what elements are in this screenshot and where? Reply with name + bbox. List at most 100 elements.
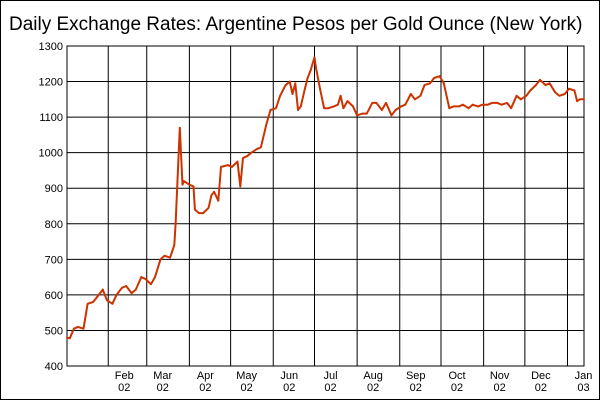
x-tick-month-label: Apr [197, 370, 214, 382]
x-tick-year-label: 02 [535, 382, 547, 394]
data-point [182, 180, 185, 183]
data-point [567, 87, 570, 90]
y-tick-label: 1000 [39, 148, 63, 160]
data-point [548, 82, 551, 85]
data-point [149, 283, 152, 286]
y-tick-label: 800 [45, 219, 63, 231]
data-point [284, 84, 287, 87]
y-tick-label: 900 [45, 183, 63, 195]
data-point [529, 89, 532, 92]
data-point [313, 56, 316, 59]
data-point [448, 107, 451, 110]
data-point [409, 93, 412, 95]
data-point [101, 288, 104, 291]
x-tick-month-label: Nov [490, 370, 510, 382]
data-point [525, 94, 528, 97]
data-point [115, 293, 118, 296]
x-tick-month-label: May [236, 370, 257, 382]
plot-frame [66, 45, 585, 367]
data-point [352, 105, 354, 108]
x-tick-year-label: 03 [577, 382, 589, 394]
data-point [423, 84, 426, 87]
data-point [294, 82, 297, 85]
data-point [246, 155, 249, 158]
data-point [477, 105, 480, 108]
data-point [413, 98, 416, 101]
data-point [429, 82, 431, 85]
x-tick-year-label: 02 [241, 382, 253, 394]
data-point [173, 244, 176, 247]
data-point [578, 98, 581, 101]
data-point [496, 101, 499, 104]
data-point [319, 87, 321, 90]
data-point [303, 87, 306, 90]
data-point [404, 103, 407, 106]
x-tick-year-label: 02 [410, 382, 422, 394]
x-tick-month-label: Mar [153, 370, 172, 382]
data-point [96, 295, 99, 298]
data-point [169, 256, 172, 259]
x-tick-month-label: Feb [115, 370, 134, 382]
data-point [490, 101, 493, 104]
data-point [327, 107, 330, 110]
x-tick-year-label: 02 [451, 382, 463, 394]
data-point [419, 94, 422, 97]
data-point [323, 107, 326, 110]
data-point [510, 107, 513, 110]
data-point [558, 94, 561, 97]
data-point [342, 107, 345, 110]
data-point [178, 126, 181, 129]
data-point [163, 254, 166, 257]
data-point [198, 212, 200, 215]
data-point [433, 77, 436, 79]
data-point [269, 109, 272, 111]
y-tick-label: 400 [45, 361, 63, 373]
data-point [121, 286, 123, 289]
data-point [380, 109, 383, 111]
data-point [77, 325, 79, 328]
data-point [481, 103, 484, 106]
data-point [231, 165, 233, 168]
data-point [291, 93, 294, 95]
data-point [306, 77, 309, 79]
data-point [576, 100, 579, 103]
data-point [438, 75, 441, 78]
data-point [356, 114, 359, 117]
data-point [346, 100, 349, 103]
data-point [390, 114, 393, 117]
data-point [68, 337, 71, 340]
data-point [134, 288, 137, 291]
y-axis: 400 500 600 700 800 900 1000 1100 1200 1300 [39, 41, 63, 373]
data-point [66, 336, 68, 339]
data-point [140, 276, 143, 279]
data-point [563, 93, 566, 95]
y-tick-label: 600 [45, 290, 63, 302]
data-point [297, 109, 299, 111]
data-point [544, 84, 547, 87]
data-point [442, 82, 445, 85]
data-point [111, 302, 114, 305]
data-point [217, 199, 220, 202]
x-tick-year-label: 02 [283, 382, 295, 394]
data-point [506, 101, 508, 104]
data-point [583, 98, 585, 101]
data-point [181, 183, 184, 186]
data-point [394, 109, 397, 111]
data-point [385, 101, 387, 104]
data-point [265, 123, 268, 126]
data-point [462, 103, 464, 106]
data-point [82, 327, 85, 330]
data-point [573, 89, 576, 92]
data-point [400, 105, 403, 108]
data-point [213, 190, 216, 193]
data-point [339, 94, 342, 97]
x-tick-month-label: Dec [531, 370, 551, 382]
data-point [471, 103, 474, 106]
data-point [207, 206, 210, 209]
data-point [174, 222, 177, 225]
series-line [66, 56, 584, 340]
x-tick-year-label: 02 [157, 382, 169, 394]
data-point [105, 299, 108, 302]
x-tick-month-label: Aug [363, 370, 383, 382]
data-point [554, 91, 557, 94]
